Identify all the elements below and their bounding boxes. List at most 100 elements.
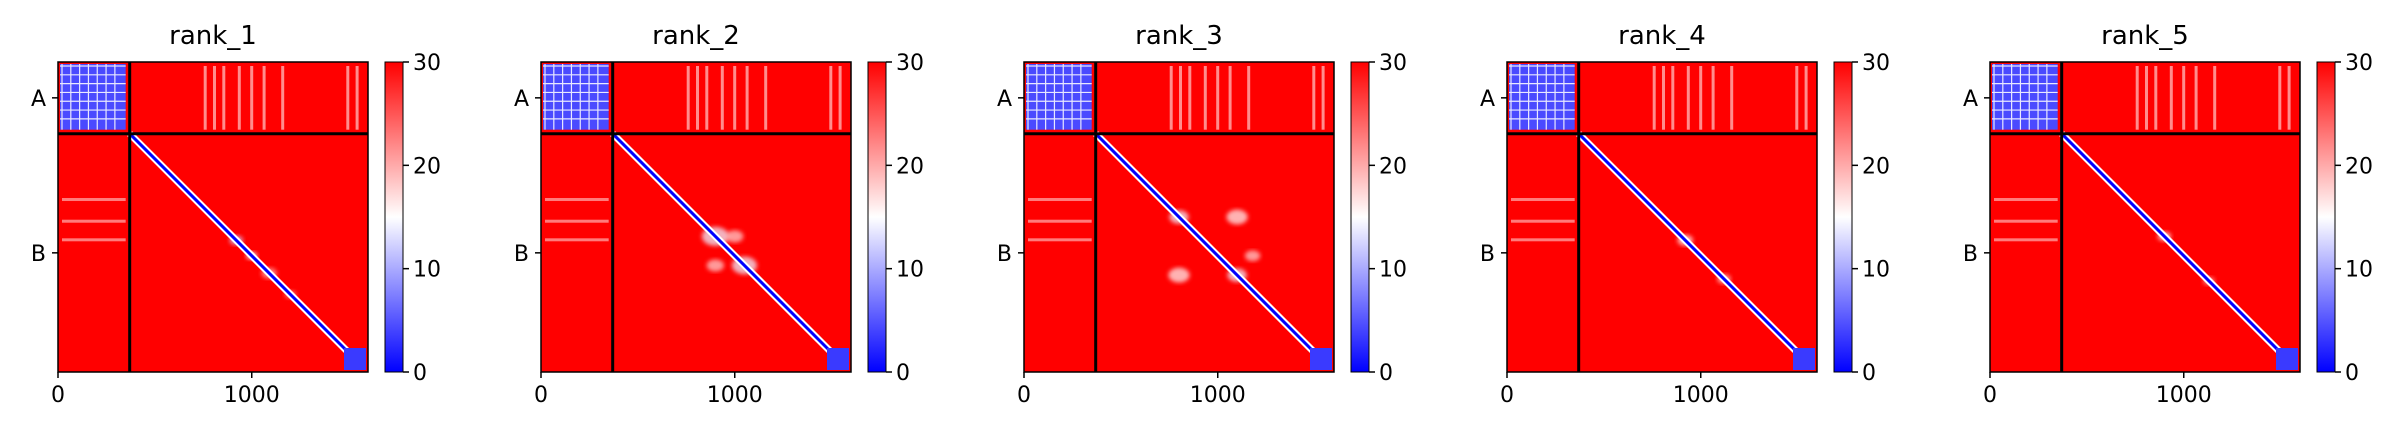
- chain-a-block: [1992, 64, 2058, 130]
- interchain-stripe: [545, 219, 609, 223]
- interchain-stripe: [2213, 66, 2217, 130]
- interchain-stripe: [1994, 198, 2058, 202]
- interchain-stripe: [2154, 66, 2158, 130]
- chain-end-block: [1793, 348, 1815, 370]
- colorbar-tick-label: 0: [1862, 361, 1876, 386]
- diagonal: [128, 132, 364, 368]
- interchain-stripe: [2182, 66, 2186, 130]
- interchain-stripe: [2278, 66, 2282, 130]
- colorbar-tick-label: 20: [896, 154, 924, 179]
- interchain-stripe: [1686, 66, 1690, 130]
- heatmap-panel-2: rank_2 0 1000 A B 0 10 20 30: [514, 21, 924, 408]
- colorbar-tick-label: 0: [1379, 361, 1393, 386]
- axes-frame: [57, 61, 369, 373]
- chain-a-block: [60, 64, 126, 130]
- panel-title: rank_4: [1618, 21, 1706, 51]
- colorbar: [1833, 61, 1853, 373]
- colorbar-tick-label: 30: [1862, 51, 1890, 76]
- contact-feature: [1244, 250, 1261, 262]
- interchain-stripe: [1804, 66, 1808, 130]
- colorbar-tick-label: 20: [413, 154, 441, 179]
- interchain-stripe: [745, 66, 749, 130]
- chain-a-block: [1509, 64, 1575, 130]
- interchain-stripe: [733, 66, 737, 130]
- chain-end-block: [1310, 348, 1332, 370]
- interchain-stripe: [213, 66, 216, 130]
- heatmap-panel-3: rank_3 0 1000 A B 0 10 20 30: [997, 21, 1407, 408]
- y-tick-label: A: [31, 87, 46, 112]
- interchain-stripe: [346, 66, 350, 130]
- colorbar: [2316, 61, 2336, 373]
- interchain-stripe: [62, 238, 126, 242]
- y-tick-label: B: [31, 242, 46, 267]
- interchain-stripe: [222, 66, 226, 130]
- interchain-stripe: [2169, 66, 2173, 130]
- diagonal: [1094, 132, 1330, 368]
- diagonal: [1577, 132, 1813, 368]
- interchain-stripe: [2135, 66, 2139, 130]
- chain-end-block: [827, 348, 849, 370]
- colorbar-tick-label: 10: [413, 258, 441, 283]
- x-tick-label: 1000: [2156, 383, 2212, 408]
- interchain-stripe: [1511, 238, 1575, 242]
- colorbar-tick-label: 20: [1862, 154, 1890, 179]
- axes-frame: [540, 61, 852, 373]
- interchain-stripe: [686, 66, 690, 130]
- interchain-stripe: [1028, 238, 1092, 242]
- heatmap-panel-1: rank_1 0 1000 A B 0 10 20 30: [31, 21, 441, 408]
- interchain-stripe: [1652, 66, 1656, 130]
- interchain-stripe: [1795, 66, 1799, 130]
- contact-feature: [1226, 209, 1248, 225]
- x-tick-label: 0: [534, 383, 548, 408]
- interchain-stripe: [838, 66, 842, 130]
- colorbar: [867, 61, 887, 373]
- interchain-stripe: [250, 66, 254, 130]
- interchain-stripe: [545, 238, 609, 242]
- interchain-stripe: [1994, 238, 2058, 242]
- interchain-stripe: [720, 66, 724, 130]
- interchain-stripe: [62, 198, 126, 202]
- colorbar-tick-label: 30: [896, 51, 924, 76]
- interchain-stripe: [1216, 66, 1220, 130]
- y-tick-label: B: [514, 242, 529, 267]
- panel-title: rank_5: [2101, 21, 2189, 51]
- interchain-stripe: [696, 66, 699, 130]
- interchain-stripe: [1188, 66, 1192, 130]
- chain-end-block: [344, 348, 366, 370]
- interchain-stripe: [545, 198, 609, 202]
- diagonal: [2060, 132, 2296, 368]
- interchain-stripe: [1711, 66, 1715, 130]
- interchain-stripe: [1662, 66, 1665, 130]
- interchain-stripe: [1179, 66, 1182, 130]
- x-tick-label: 0: [1500, 383, 1514, 408]
- interchain-stripe: [203, 66, 207, 130]
- x-tick-label: 0: [51, 383, 65, 408]
- axes-frame: [1506, 61, 1818, 373]
- interchain-stripe: [705, 66, 709, 130]
- x-tick-label: 0: [1983, 383, 1997, 408]
- chain-a-block: [543, 64, 609, 130]
- interchain-stripe: [2145, 66, 2148, 130]
- colorbar: [1350, 61, 1370, 373]
- colorbar-tick-label: 20: [1379, 154, 1407, 179]
- y-tick-label: A: [1963, 87, 1978, 112]
- colorbar-tick-label: 30: [1379, 51, 1407, 76]
- x-tick-label: 1000: [1673, 383, 1729, 408]
- interchain-stripe: [1203, 66, 1207, 130]
- colorbar-tick-label: 30: [413, 51, 441, 76]
- interchain-stripe: [1511, 198, 1575, 202]
- colorbar-tick-label: 10: [1862, 258, 1890, 283]
- colorbar-tick-label: 0: [2345, 361, 2359, 386]
- y-tick-label: B: [1963, 242, 1978, 267]
- contact-feature: [726, 230, 744, 243]
- chain-end-block: [2276, 348, 2298, 370]
- interchain-stripe: [1321, 66, 1325, 130]
- interchain-stripe: [62, 219, 126, 223]
- colorbar-tick-label: 0: [896, 361, 910, 386]
- x-tick-label: 1000: [1190, 383, 1246, 408]
- colorbar-tick-label: 10: [1379, 258, 1407, 283]
- colorbar-tick-label: 10: [2345, 258, 2373, 283]
- interchain-stripe: [1228, 66, 1232, 130]
- y-tick-label: B: [997, 242, 1012, 267]
- colorbar: [384, 61, 404, 373]
